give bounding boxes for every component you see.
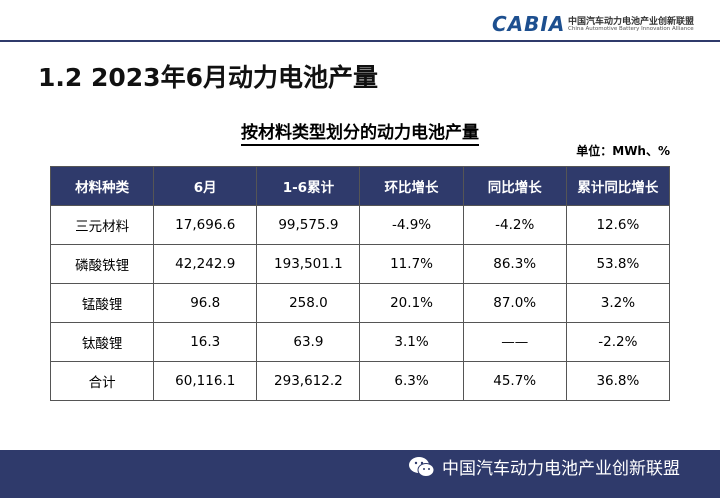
table-cell: -2.2% [565, 322, 671, 362]
table-cell: 45.7% [462, 361, 567, 401]
table-cell: -4.2% [462, 205, 567, 245]
table-cell: 17,696.6 [153, 205, 258, 245]
org-name-en: China Automotive Battery Innovation Alli… [568, 26, 694, 32]
table-title-wrap: 按材料类型划分的动力电池产量 [0, 118, 720, 146]
logo: CABIA [492, 12, 566, 36]
table-cell: 11.7% [359, 244, 464, 284]
table-cell: 293,612.2 [256, 361, 361, 401]
table-cell: 193,501.1 [256, 244, 361, 284]
table-row: 合计 60,116.1 293,612.2 6.3% 45.7% 36.8% [49, 361, 671, 401]
table-row: 锰酸锂 96.8 258.0 20.1% 87.0% 3.2% [49, 283, 671, 323]
table-row: 磷酸铁锂 42,242.9 193,501.1 11.7% 86.3% 53.8% [49, 244, 671, 284]
table-cell: 87.0% [462, 283, 567, 323]
table-body: 三元材料 17,696.6 99,575.9 -4.9% -4.2% 12.6% 磷酸铁锂 4… [49, 205, 671, 401]
table-cell: —— [462, 322, 567, 362]
table-cell: -4.9% [359, 205, 464, 245]
table-cell: 20.1% [359, 283, 464, 323]
table-row: 三元材料 17,696.6 99,575.9 -4.9% -4.2% 12.6% [49, 205, 671, 245]
table-cell: 12.6% [565, 205, 671, 245]
table-cell: 60,116.1 [153, 361, 258, 401]
table-row: 钛酸锂 16.3 63.9 3.1% —— -2.2% [49, 322, 671, 362]
footer-bar [0, 450, 720, 498]
table-cell: 3.2% [565, 283, 671, 323]
table-cell: 3.1% [359, 322, 464, 362]
table-cell: 96.8 [153, 283, 258, 323]
slide-title: 1.2 2023年6月动力电池产量 [38, 63, 378, 92]
table-cell: 86.3% [462, 244, 567, 284]
column-header: 环比增长 [359, 166, 464, 206]
table-cell: 6.3% [359, 361, 464, 401]
column-header: 材料种类 [49, 166, 155, 206]
table-cell: 63.9 [256, 322, 361, 362]
row-label: 锰酸锂 [49, 283, 155, 323]
header-rule [0, 40, 720, 42]
table-cell: 42,242.9 [153, 244, 258, 284]
table-cell: 258.0 [256, 283, 361, 323]
row-label: 钛酸锂 [49, 322, 155, 362]
column-header: 累计同比增长 [565, 166, 671, 206]
table-cell: 36.8% [565, 361, 671, 401]
row-label: 三元材料 [49, 205, 155, 245]
data-table: 材料种类 6月 1-6累计 环比增长 同比增长 累计同比增长 三元材料 17,696.6 99,… [49, 166, 671, 401]
row-label: 磷酸铁锂 [49, 244, 155, 284]
footer-text: 中国汽车动力电池产业创新联盟 [442, 459, 680, 479]
column-header: 6月 [153, 166, 258, 206]
column-header: 同比增长 [462, 166, 567, 206]
column-header: 1-6累计 [256, 166, 361, 206]
row-label: 合计 [49, 361, 155, 401]
table-cell: 99,575.9 [256, 205, 361, 245]
wechat-icon [409, 457, 435, 477]
org-name-cn: 中国汽车动力电池产业创新联盟 [568, 17, 695, 27]
table-cell: 53.8% [565, 244, 671, 284]
unit-label: 单位：MWh、% [576, 144, 670, 158]
header-row: 材料种类 6月 1-6累计 环比增长 同比增长 累计同比增长 [49, 166, 671, 206]
table-cell: 16.3 [153, 322, 258, 362]
table-title: 按材料类型划分的动力电池产量 [241, 123, 479, 146]
